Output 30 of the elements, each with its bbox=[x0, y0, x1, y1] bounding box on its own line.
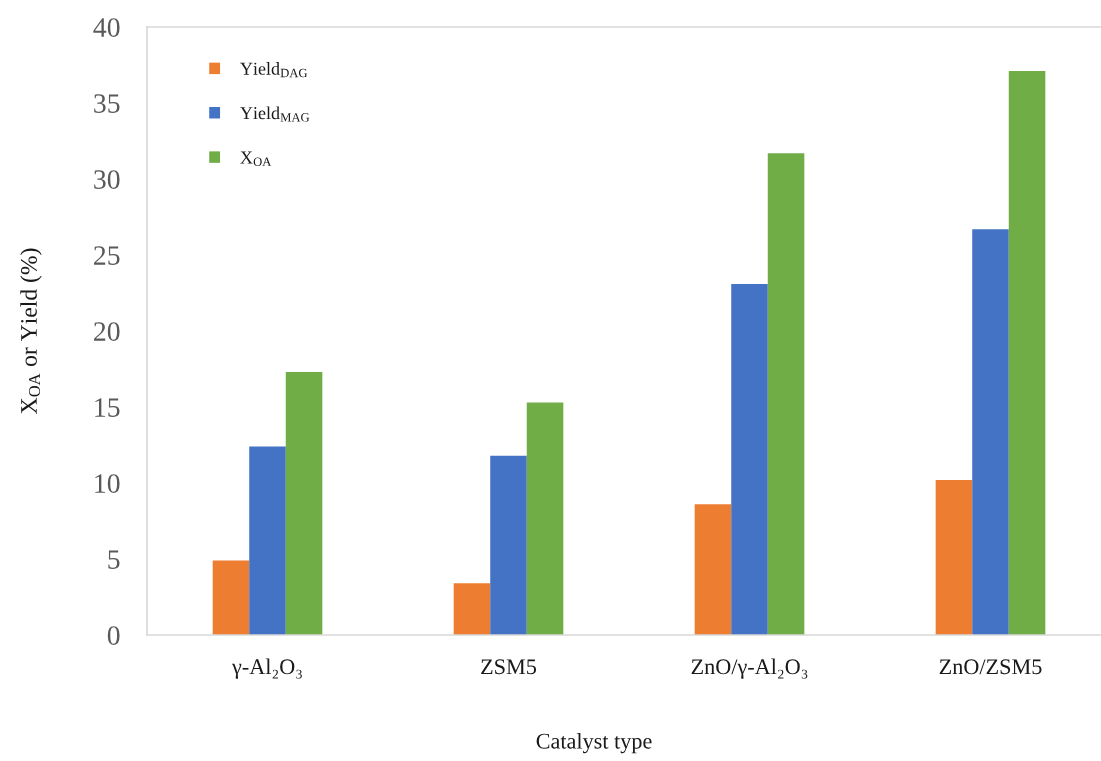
bar bbox=[935, 479, 973, 635]
x-tick-label: ZSM5 bbox=[481, 659, 537, 675]
legend-label: Yield$_{MAG}$ bbox=[240, 106, 310, 122]
y-tick-label: 5 bbox=[108, 550, 120, 569]
x-tick-label: ZnO/γ-Al₂O₃ bbox=[691, 658, 808, 679]
bar bbox=[453, 583, 491, 635]
legend-label: Yield$_{DAG}$ bbox=[240, 62, 308, 78]
bar bbox=[212, 560, 250, 635]
bar bbox=[972, 229, 1009, 635]
x-tick-label: ZnO/ZSM5 bbox=[939, 659, 1042, 675]
bar bbox=[285, 372, 323, 635]
bar bbox=[767, 153, 805, 635]
y-axis-title: X$_{OA}$ or Yield (%) bbox=[20, 248, 42, 414]
y-tick-label: 25 bbox=[94, 246, 120, 265]
y-tick-label: 15 bbox=[95, 398, 120, 417]
bar bbox=[249, 446, 286, 635]
y-tick-label: 0 bbox=[107, 626, 120, 645]
y-tick-label: 10 bbox=[95, 474, 120, 493]
bar bbox=[526, 402, 564, 635]
bar bbox=[1008, 71, 1046, 635]
y-tick-label: 30 bbox=[94, 170, 120, 189]
x-tick-label: γ-Al₂O₃ bbox=[231, 658, 302, 679]
legend-label: X$_{OA}$ bbox=[240, 151, 272, 166]
y-tick-label: 35 bbox=[94, 94, 120, 113]
bar bbox=[731, 283, 768, 635]
bar bbox=[490, 455, 527, 635]
bar bbox=[694, 504, 732, 635]
y-tick-label: 40 bbox=[93, 18, 120, 37]
y-tick-label: 20 bbox=[94, 322, 120, 341]
x-axis-title: Catalyst type bbox=[536, 733, 652, 754]
